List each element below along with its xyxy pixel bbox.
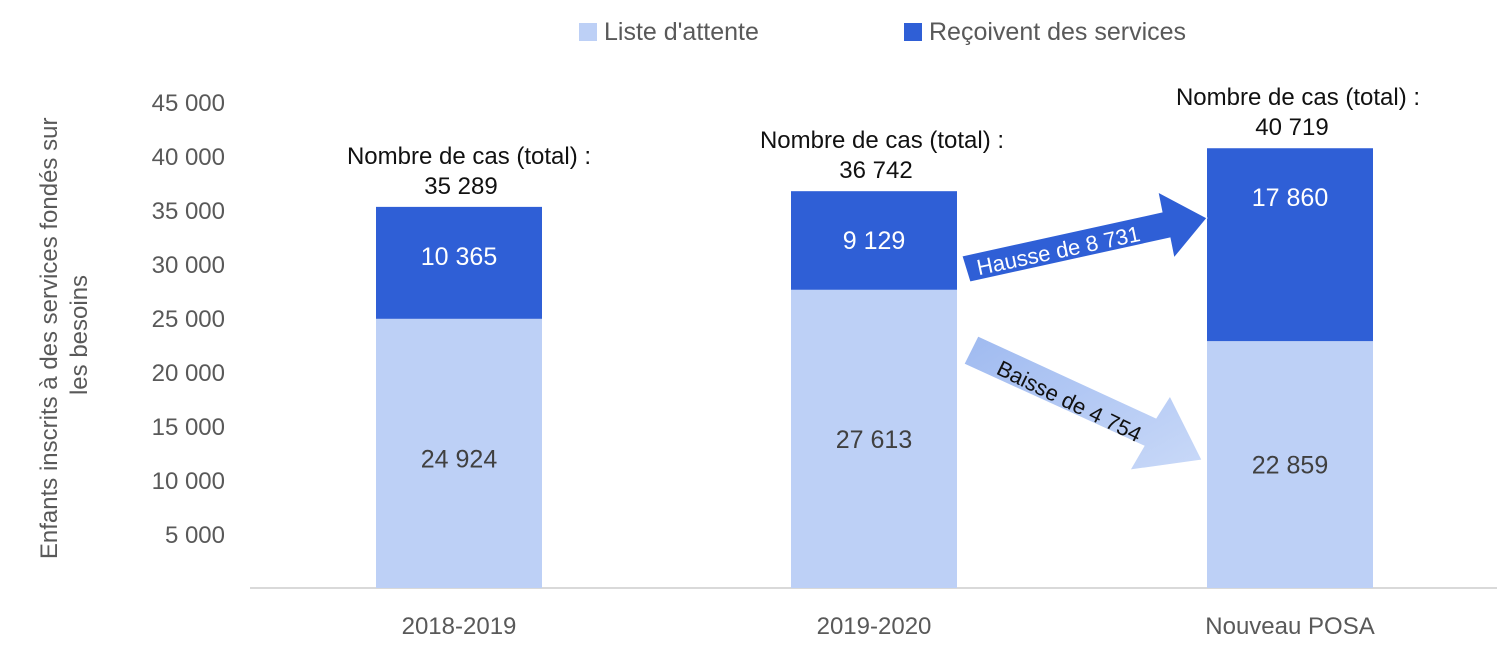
total-label-title: Nombre de cas (total) : [1176,84,1420,111]
data-label-waitlist: 22 859 [1252,452,1328,480]
y-axis-ticks: 5 000 10 000 15 000 20 000 25 000 30 000 35 00… [152,90,225,549]
bar-waitlist [791,289,957,588]
y-axis-title: Enfants inscrits à des services fondés s… [36,111,93,559]
y-tick-label: 10 000 [152,468,225,495]
y-axis-title-line-1: Enfants inscrits à des services fondés s… [36,118,63,560]
bar-services [376,206,542,319]
arrow-increase-label: Hausse de 8 731 [974,221,1142,280]
y-tick-label: 45 000 [152,90,225,117]
y-tick-label: 15 000 [152,414,225,441]
bars: 24 924 10 365 Nombre de cas (total) : 35 28… [347,84,1420,640]
x-tick-label: 2018-2019 [402,613,517,640]
arrow-decrease: Baisse de 4 754 [963,335,1203,471]
bar-waitlist [1207,341,1373,588]
x-tick-label: 2019-2020 [817,613,932,640]
data-label-waitlist: 24 924 [421,445,498,473]
y-axis-title-line-2: les besoins [66,275,93,395]
arrow-decrease-shape [963,335,1203,471]
total-label-value: 40 719 [1255,114,1328,141]
data-label-services: 17 860 [1252,184,1328,212]
legend-swatch-waitlist [579,23,597,41]
y-tick-label: 35 000 [152,198,225,225]
total-label-value: 35 289 [424,173,497,200]
bar-services [1207,148,1373,342]
y-tick-label: 20 000 [152,360,225,387]
legend-label-waitlist: Liste d'attente [604,18,759,46]
legend-label-services: Reçoivent des services [929,18,1186,46]
y-tick-label: 30 000 [152,252,225,279]
legend-swatch-services [904,23,922,41]
total-label-value: 36 742 [839,157,912,184]
data-label-services: 9 129 [843,227,906,255]
arrow-increase: Hausse de 8 731 [961,191,1208,283]
legend: Liste d'attente Reçoivent des services [579,18,1186,46]
y-tick-label: 40 000 [152,144,225,171]
bar-waitlist [376,318,542,588]
arrow-decrease-label: Baisse de 4 754 [993,355,1146,447]
x-tick-label: Nouveau POSA [1205,613,1374,640]
bar-services [791,191,957,290]
total-label-title: Nombre de cas (total) : [760,127,1004,154]
data-label-waitlist: 27 613 [836,426,912,454]
total-label-title: Nombre de cas (total) : [347,143,591,170]
data-label-services: 10 365 [421,243,497,271]
y-tick-label: 25 000 [152,306,225,333]
y-tick-label: 5 000 [165,522,225,549]
arrow-increase-shape [961,191,1208,283]
